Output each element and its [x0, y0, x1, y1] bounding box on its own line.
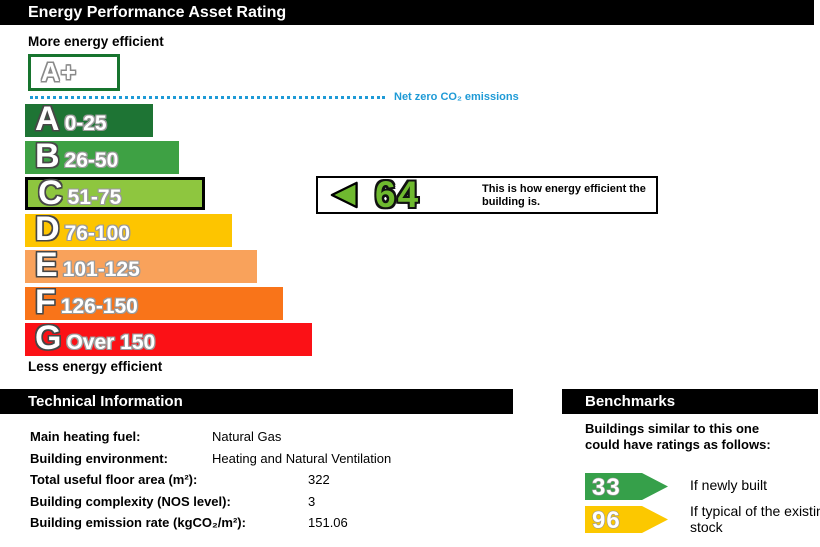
current-rating-value: 64 — [375, 174, 421, 215]
table-row: Building emission rate (kgCO₂/m²): 151.0… — [30, 512, 391, 534]
band-range: 101-125 — [62, 258, 140, 281]
band-range: 26-50 — [64, 149, 119, 172]
row-label: Total useful floor area (m²): — [30, 472, 198, 488]
benchmarks-banner: Benchmarks — [562, 389, 818, 414]
band-range: 51-75 — [67, 186, 122, 209]
technical-information-banner: Technical Information — [0, 389, 513, 414]
net-zero-dotted-line — [30, 96, 385, 99]
benchmark-value: 33 — [592, 474, 621, 500]
band-letter: B — [35, 137, 60, 175]
band-letter: C — [38, 174, 63, 212]
benchmark-value: 96 — [592, 507, 621, 533]
indicator-description: This is how energy efficient the buildin… — [482, 183, 646, 208]
benchmark-newly-built: 33 If newly built — [585, 473, 767, 500]
rating-band-b: B 26-50 — [25, 137, 179, 175]
page-title: Energy Performance Asset Rating — [28, 4, 287, 21]
row-value: Natural Gas — [212, 429, 282, 445]
a-plus-band: A+ — [28, 54, 120, 91]
benchmarks-title: Benchmarks — [585, 393, 676, 410]
band-letter: F — [35, 283, 56, 321]
benchmark-label: If typical of the existing stock — [690, 503, 820, 535]
rating-band-f: F 126-150 — [25, 283, 283, 321]
benchmark-arrow-icon: 96 — [585, 506, 668, 533]
benchmark-existing-stock: 96 If typical of the existing stock — [585, 503, 820, 535]
benchmark-arrow-icon: 33 — [585, 473, 668, 500]
rating-band-d: D 76-100 — [25, 210, 232, 248]
more-efficient-label: More energy efficient — [28, 34, 164, 49]
band-range: 76-100 — [64, 222, 130, 245]
table-row: Building environment: Heating and Natura… — [30, 448, 391, 470]
row-label: Main heating fuel: — [30, 429, 141, 445]
rating-band-c-selected: C 51-75 — [25, 174, 205, 212]
less-efficient-label: Less energy efficient — [28, 359, 163, 374]
row-value: Heating and Natural Ventilation — [212, 450, 392, 466]
table-row: Building complexity (NOS level): 3 — [30, 491, 391, 513]
table-row: Total useful floor area (m²): 322 — [30, 469, 391, 491]
row-label: Building complexity (NOS level): — [30, 493, 231, 509]
a-plus-label: A+ — [41, 57, 77, 87]
page-title-banner: Energy Performance Asset Rating — [0, 0, 814, 25]
band-range: Over 150 — [66, 331, 156, 354]
row-value: 322 — [308, 472, 330, 488]
row-label: Building environment: — [30, 450, 168, 466]
band-letter: E — [35, 246, 58, 284]
row-value: 151.06 — [308, 515, 348, 531]
left-arrow-icon — [330, 181, 358, 209]
benchmark-label: If newly built — [690, 477, 768, 493]
rating-band-g: G Over 150 — [25, 319, 312, 357]
benchmarks-description: Buildings similar to this one could have… — [585, 421, 771, 452]
band-letter: G — [35, 319, 62, 357]
net-zero-label: Net zero CO₂ emissions — [394, 91, 519, 103]
rating-band-e: E 101-125 — [25, 246, 257, 284]
current-rating-indicator: 64 This is how energy efficient the buil… — [316, 176, 658, 214]
row-value: 3 — [308, 493, 316, 509]
technical-information-table: Main heating fuel: Natural Gas Building … — [30, 426, 391, 534]
band-letter: D — [35, 210, 60, 248]
row-label: Building emission rate (kgCO₂/m²): — [30, 515, 246, 531]
band-range: 126-150 — [60, 295, 138, 318]
table-row: Main heating fuel: Natural Gas — [30, 426, 391, 448]
technical-information-title: Technical Information — [28, 393, 183, 410]
rating-band-a: A 0-25 — [25, 100, 153, 138]
band-range: 0-25 — [64, 112, 107, 135]
band-letter: A — [35, 100, 60, 138]
